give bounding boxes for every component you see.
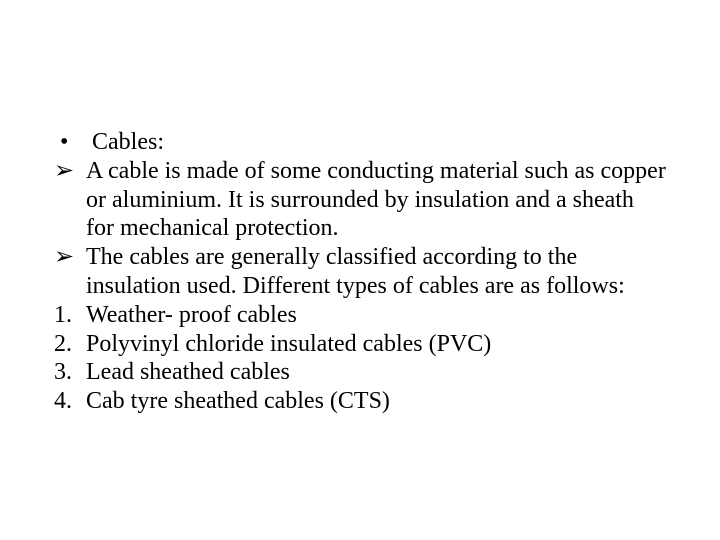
numbered-item-2: 2. Polyvinyl chloride insulated cables (… [54, 330, 666, 359]
arrow-item-1: ➢ A cable is made of some conducting mat… [54, 157, 666, 243]
bullet-dot-icon: • [54, 128, 92, 157]
numbered-item-4: 4. Cab tyre sheathed cables (CTS) [54, 387, 666, 416]
list-number: 3. [54, 358, 86, 387]
paragraph-1: A cable is made of some conducting mater… [86, 157, 666, 243]
list-text-3: Lead sheathed cables [86, 358, 666, 387]
numbered-item-3: 3. Lead sheathed cables [54, 358, 666, 387]
numbered-item-1: 1. Weather- proof cables [54, 301, 666, 330]
list-number: 1. [54, 301, 86, 330]
arrow-item-2: ➢ The cables are generally classified ac… [54, 243, 666, 301]
paragraph-2: The cables are generally classified acco… [86, 243, 666, 301]
list-text-2: Polyvinyl chloride insulated cables (PVC… [86, 330, 666, 359]
list-number: 2. [54, 330, 86, 359]
bullet-item-heading: • Cables: [54, 128, 666, 157]
slide-body: • Cables: ➢ A cable is made of some cond… [0, 0, 720, 540]
arrow-icon: ➢ [54, 157, 86, 186]
list-text-1: Weather- proof cables [86, 301, 666, 330]
arrow-icon: ➢ [54, 243, 86, 272]
list-text-4: Cab tyre sheathed cables (CTS) [86, 387, 666, 416]
heading-text: Cables: [92, 128, 666, 157]
list-number: 4. [54, 387, 86, 416]
